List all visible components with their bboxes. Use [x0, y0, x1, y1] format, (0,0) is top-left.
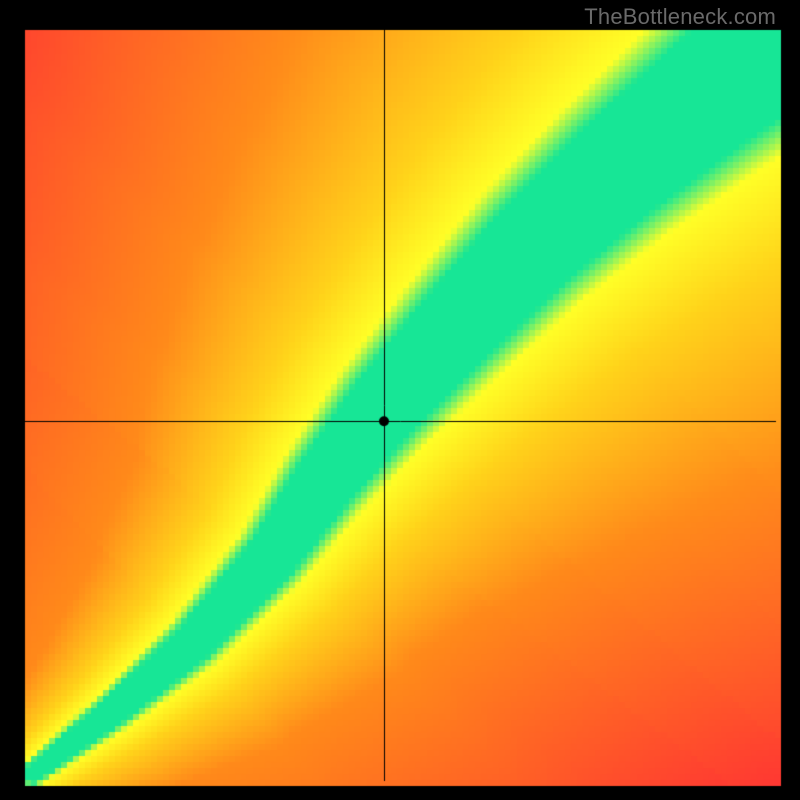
chart-container: TheBottleneck.com: [0, 0, 800, 800]
heatmap-canvas: [0, 0, 800, 800]
watermark-text: TheBottleneck.com: [584, 4, 776, 30]
